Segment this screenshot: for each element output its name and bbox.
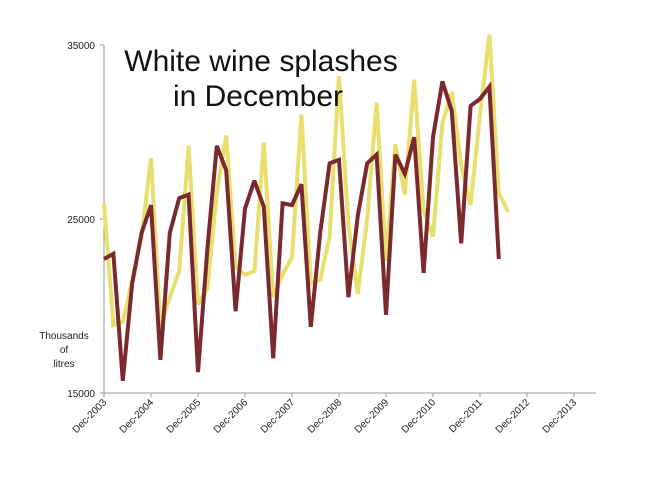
y-axis-unit-label: Thousands of litres	[39, 331, 88, 370]
y-tick-label: 35000	[67, 41, 95, 52]
chart-title: White wine splashes in December	[124, 45, 397, 113]
x-tick-label: Dec-2004	[118, 397, 157, 436]
chart-title-line-2: in December	[173, 80, 343, 113]
chart-title-line-1: White wine splashes	[124, 45, 397, 78]
y-tick-label: 25000	[67, 215, 95, 226]
x-tick-label: Dec-2011	[447, 397, 485, 435]
unit-label-line-3: litres	[53, 359, 74, 370]
x-tick-label: Dec-2012	[494, 397, 533, 436]
x-tick-label: Dec-2008	[306, 397, 345, 436]
series-line-2	[103, 80, 501, 381]
unit-label-line-2: of	[60, 345, 69, 356]
x-axis-ticks: Dec-2003 Dec-2004 Dec-2005 Dec-2006 Dec-2007…	[71, 393, 580, 436]
y-axis-ticks: 15000 25000 35000	[67, 41, 104, 400]
series-lines	[102, 34, 510, 381]
x-tick-label: Dec-2010	[400, 397, 439, 436]
x-tick-label: Dec-2006	[212, 397, 251, 436]
x-tick-label: Dec-2005	[165, 397, 204, 436]
x-tick-label: Dec-2003	[71, 397, 110, 436]
x-tick-label: Dec-2013	[541, 397, 580, 436]
x-tick-label: Dec-2009	[353, 397, 392, 436]
x-tick-label: Dec-2007	[259, 397, 298, 436]
unit-label-line-1: Thousands	[39, 331, 88, 342]
series-line-1	[102, 34, 510, 328]
y-tick-label: 15000	[67, 389, 95, 400]
